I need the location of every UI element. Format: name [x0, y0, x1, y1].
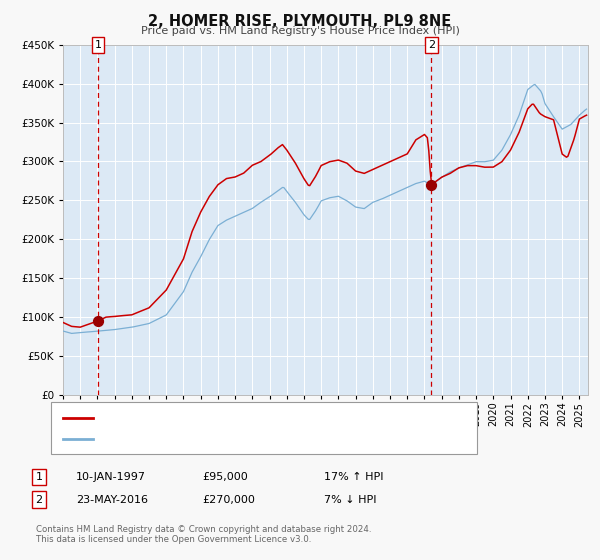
Text: 17% ↑ HPI: 17% ↑ HPI [324, 472, 383, 482]
Text: 1: 1 [94, 40, 101, 50]
Text: £95,000: £95,000 [202, 472, 248, 482]
Text: 23-MAY-2016: 23-MAY-2016 [76, 494, 148, 505]
Text: 2, HOMER RISE, PLYMOUTH, PL9 8NE (detached house): 2, HOMER RISE, PLYMOUTH, PL9 8NE (detach… [97, 413, 382, 423]
Text: 7% ↓ HPI: 7% ↓ HPI [324, 494, 377, 505]
Text: HPI: Average price, detached house, City of Plymouth: HPI: Average price, detached house, City… [97, 435, 377, 444]
Text: 2: 2 [35, 494, 43, 505]
Point [427, 180, 436, 189]
Text: £270,000: £270,000 [202, 494, 255, 505]
Text: Contains HM Land Registry data © Crown copyright and database right 2024.
This d: Contains HM Land Registry data © Crown c… [36, 525, 371, 544]
Text: Price paid vs. HM Land Registry's House Price Index (HPI): Price paid vs. HM Land Registry's House … [140, 26, 460, 36]
Point [93, 316, 103, 325]
Text: 2, HOMER RISE, PLYMOUTH, PL9 8NE: 2, HOMER RISE, PLYMOUTH, PL9 8NE [148, 14, 452, 29]
Text: 10-JAN-1997: 10-JAN-1997 [76, 472, 146, 482]
Text: 2: 2 [428, 40, 435, 50]
Text: 1: 1 [35, 472, 43, 482]
